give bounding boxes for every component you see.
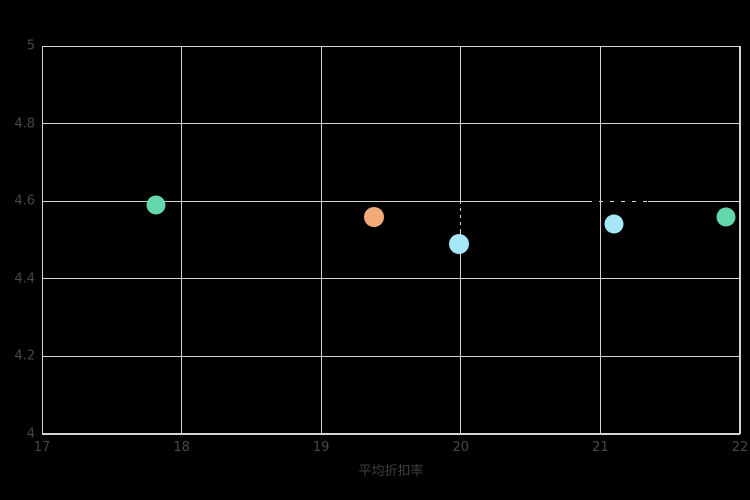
gridline-x-19 [320,46,322,434]
x-tick-label-18: 18 [173,440,190,455]
y-tick-label-4.8: 4.8 [14,116,35,132]
gridline-x-17 [41,46,43,434]
y-tick-label-4: 4 [26,426,35,442]
hidden-text-artifact [592,200,648,204]
gridline-x-21 [599,46,601,434]
plot-area [42,46,740,434]
x-tick-label-17: 17 [33,440,51,455]
y-tick-label-5: 5 [26,38,35,54]
x-tick-label-22: 22 [731,440,749,455]
y-tick-label-4.2: 4.2 [14,348,35,364]
gridline-y-4.4 [42,278,740,280]
scatter-point-2[interactable] [364,206,385,227]
x-tick-label-20: 20 [452,440,470,455]
scatter-point-1[interactable] [146,195,166,215]
scatter-point-5[interactable] [716,207,736,227]
hidden-text-artifact [458,204,462,230]
scatter-point-3[interactable] [449,233,470,254]
gridline-y-4.6 [42,200,740,202]
scatter-point-4[interactable] [604,214,624,234]
gridline-y-4 [42,433,740,435]
y-tick-label-4.6: 4.6 [14,193,35,209]
gridline-x-22 [739,46,741,434]
gridline-x-18 [181,46,183,434]
gridline-y-5 [42,45,740,47]
gridline-y-4.2 [42,355,740,357]
x-axis-title: 平均折扣率 [358,464,424,479]
gridline-y-4.8 [42,123,740,125]
x-tick-label-21: 21 [592,440,609,455]
x-tick-label-19: 19 [312,440,330,455]
y-tick-label-4.4: 4.4 [14,271,35,287]
